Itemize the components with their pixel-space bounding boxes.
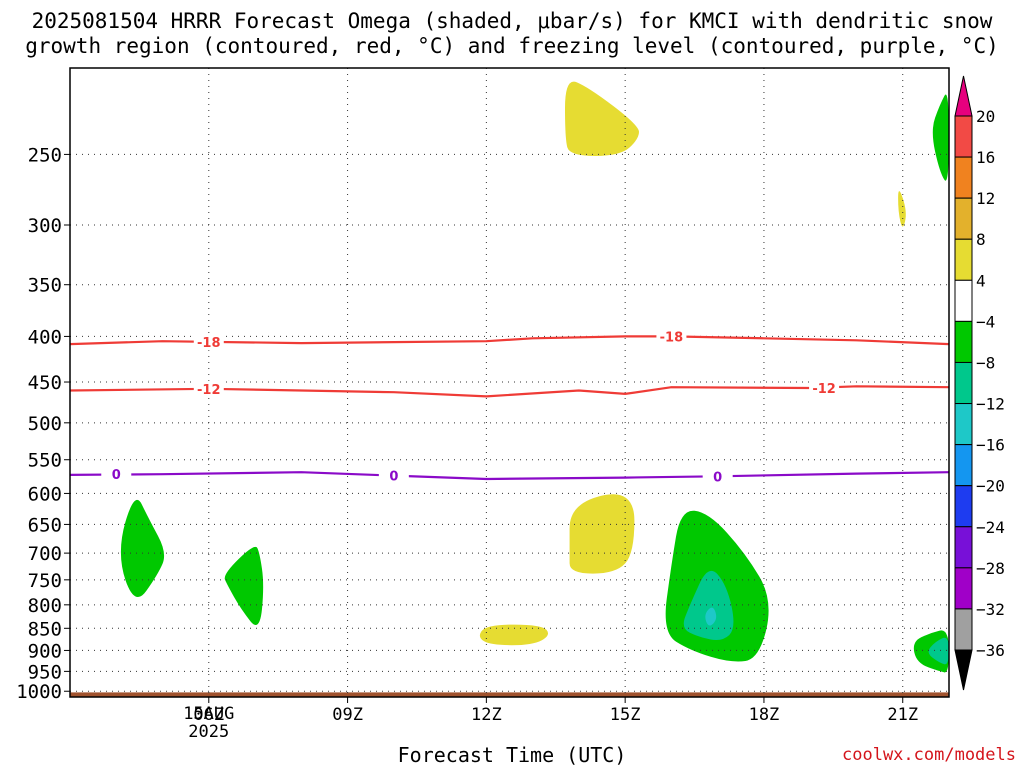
colorbar-tick-label: −28 [976, 559, 1005, 578]
x-tick-label: 15Z [610, 705, 641, 725]
colorbar-segment [954, 279, 973, 322]
colorbar-tick-label: −32 [976, 600, 1005, 619]
plot-area: -18 -18 -12 -12 0 0 0 [70, 68, 949, 697]
y-tick-label: 700 [28, 543, 62, 565]
ground-fill [70, 692, 949, 697]
colorbar-segment [954, 156, 973, 199]
contour-label-bg [193, 380, 224, 397]
colorbar-top-triangle [954, 75, 973, 117]
colorbar-tick-label: 8 [976, 230, 986, 249]
x-tick-label: 21Z [887, 705, 918, 725]
x-axis-label: Forecast Time (UTC) [397, 743, 627, 767]
chart-title-line-2: growth region (contoured, red, °C) and f… [25, 34, 999, 58]
y-tick-label: 450 [28, 372, 62, 394]
omega-shaded-region [569, 494, 635, 574]
colorbar-segment [954, 567, 973, 610]
chart-title-line-1: 2025081504 HRRR Forecast Omega (shaded, … [31, 9, 993, 33]
contour-label-bg [702, 468, 733, 485]
contour-label-bg [656, 328, 687, 345]
colorbar-tick-label: −36 [976, 641, 1005, 660]
colorbar-tick-label: −20 [976, 477, 1005, 496]
omega-shaded-region [120, 499, 165, 598]
colorbar-tick-label: −8 [976, 353, 995, 372]
colorbar-segment [954, 238, 973, 281]
colorbar-bottom-triangle [954, 649, 973, 691]
y-tick-label: 800 [28, 595, 62, 617]
x-tick-label: 18Z [749, 705, 780, 725]
y-tick-label: 400 [28, 326, 62, 348]
contour-label: 0 [389, 470, 398, 485]
contour-label-bg [378, 467, 409, 484]
colorbar: 20 16 12 8 4 −4 −8 −12 −16 −20 −24 −28 −32 −36 [954, 75, 1005, 691]
y-tick-label: 950 [28, 661, 62, 683]
y-tick-label: 750 [28, 570, 62, 592]
x-tick-label: 09Z [332, 705, 363, 725]
contour-line [70, 335, 949, 346]
colorbar-tick-label: 16 [976, 148, 995, 167]
y-tick-label: 250 [28, 144, 62, 166]
contour-label: -18 [197, 336, 221, 351]
omega-shaded-region [224, 546, 264, 625]
y-tick-label: 550 [28, 450, 62, 472]
contour-label: -18 [660, 330, 684, 345]
contour-label-bg [193, 334, 224, 351]
y-tick-label: 300 [28, 215, 62, 237]
x-tick-label: 12Z [471, 705, 502, 725]
colorbar-tick-label: −16 [976, 436, 1005, 455]
contour-label-bg [101, 466, 132, 483]
contour-label-bg [809, 379, 840, 396]
credit-link[interactable]: coolwx.com/models [842, 745, 1016, 765]
colorbar-segment [954, 485, 973, 528]
y-tick-label: 600 [28, 483, 62, 505]
contour-line [70, 471, 949, 481]
omega-shaded-region [705, 607, 717, 626]
colorbar-segment [954, 444, 973, 487]
colorbar-tick-label: −4 [976, 312, 995, 331]
y-tick-label: 900 [28, 640, 62, 662]
y-tick-label: 650 [28, 514, 62, 536]
colorbar-tick-label: 12 [976, 189, 995, 208]
colorbar-segment [954, 526, 973, 569]
date-label-day: 15AUG [183, 704, 235, 724]
contour-label: -12 [812, 382, 836, 397]
colorbar-segment [954, 197, 973, 240]
colorbar-tick-label: 4 [976, 271, 986, 290]
contour-label: 0 [713, 470, 722, 485]
omega-shaded-region [928, 637, 949, 665]
colorbar-segment [954, 320, 973, 363]
omega-shaded-region [479, 624, 549, 646]
contour-label: -12 [197, 383, 221, 398]
colorbar-segment [954, 403, 973, 446]
omega-shaded-region [932, 94, 949, 181]
y-tick-label: 500 [28, 413, 62, 435]
omega-shaded-region [683, 570, 734, 641]
colorbar-segment [954, 361, 973, 405]
colorbar-tick-label: −12 [976, 395, 1005, 414]
colorbar-tick-label: −24 [976, 518, 1005, 537]
x-tick-label: 06Z [193, 705, 224, 725]
y-tick-label: 1000 [16, 681, 62, 703]
y-tick-label: 350 [28, 275, 62, 297]
omega-shaded-region [565, 81, 639, 156]
colorbar-segment [954, 115, 973, 158]
date-label-year: 2025 [188, 722, 230, 742]
colorbar-segment [954, 608, 973, 651]
contour-label: 0 [112, 468, 121, 483]
colorbar-tick-label: 20 [976, 107, 995, 126]
y-tick-label: 850 [28, 618, 62, 640]
omega-shaded-region [898, 191, 906, 227]
